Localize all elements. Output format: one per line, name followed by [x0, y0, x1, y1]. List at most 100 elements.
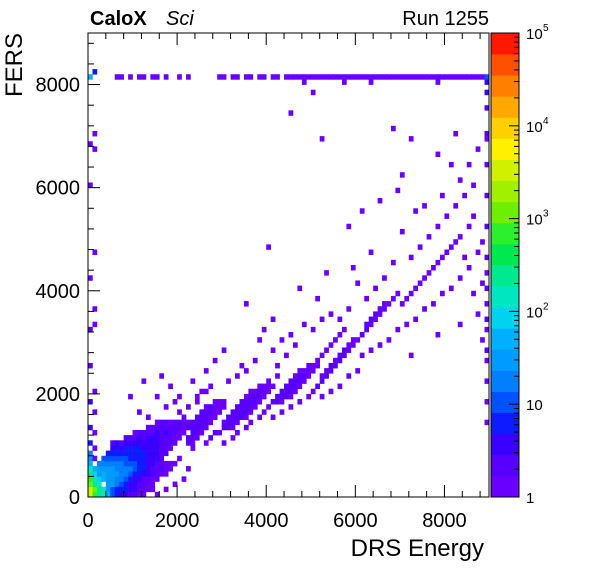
heatmap-bin [364, 74, 369, 80]
heatmap-bin [226, 419, 231, 426]
heatmap-bin [439, 254, 445, 261]
heatmap-bin [159, 471, 165, 477]
heatmap-bin [226, 378, 231, 384]
heatmap-bin [297, 74, 303, 80]
heatmap-bin [341, 74, 347, 80]
heatmap-bin [119, 440, 124, 446]
heatmap-bin [123, 455, 129, 462]
heatmap-bin [422, 306, 427, 312]
heatmap-bin [439, 290, 445, 297]
heatmap-bin [377, 306, 383, 312]
colorbar [490, 32, 520, 498]
heatmap-bin [186, 404, 191, 410]
x-tick-label: 2000 [155, 510, 200, 532]
heatmap-bin [431, 74, 436, 80]
heatmap-bin [435, 332, 441, 338]
heatmap-bin [315, 362, 320, 369]
x-tick-label: 4000 [244, 510, 289, 532]
heatmap-bin [186, 440, 191, 446]
heatmap-bin [337, 316, 343, 323]
heatmap-bin [190, 440, 196, 446]
heatmap-bin [288, 393, 294, 400]
heatmap-bin [484, 378, 490, 384]
heatmap-bin [101, 491, 107, 498]
heatmap-bin [284, 352, 289, 359]
heatmap-bin [261, 74, 267, 80]
heatmap-bin [453, 130, 459, 137]
heatmap-bin [341, 326, 347, 333]
heatmap-bin [386, 74, 392, 80]
x-axis: 0 2000 4000 6000 8000 [82, 33, 481, 532]
heatmap-bin [484, 270, 490, 276]
heatmap-bin [105, 476, 111, 482]
y-axis: 0 2000 4000 6000 8000 [36, 42, 100, 509]
heatmap-bin [208, 435, 214, 441]
heatmap-bin [484, 357, 490, 364]
heatmap-bin [337, 383, 343, 390]
heatmap-bin [484, 161, 490, 168]
heatmap-bin [101, 476, 107, 482]
heatmap-bin [448, 161, 454, 168]
heatmap-bin [114, 481, 120, 487]
heatmap-bin [484, 130, 490, 137]
heatmap-bin [150, 455, 156, 462]
heatmap-bin [435, 79, 441, 85]
colorbar-segment [491, 117, 519, 139]
heatmap-bin [426, 234, 432, 240]
colorbar-tick-exponent: 4 [543, 116, 549, 127]
heatmap-bin [141, 491, 147, 498]
heatmap-bin [279, 393, 285, 400]
heatmap-bin [96, 481, 102, 487]
heatmap-bin [235, 74, 240, 80]
heatmap-bin [466, 223, 472, 230]
heatmap-bin [462, 74, 468, 80]
heatmap-bin [181, 429, 187, 436]
heatmap-bin [88, 74, 93, 80]
heatmap-bin [88, 182, 93, 188]
heatmap-bin [484, 419, 490, 426]
heatmap-bin [230, 409, 236, 415]
heatmap-bin [194, 414, 200, 420]
heatmap-bin [243, 414, 249, 420]
heatmap-bin [257, 383, 263, 390]
heatmap-bin [105, 455, 111, 462]
heatmap-bin [319, 316, 325, 323]
heatmap-bin [390, 74, 396, 80]
heatmap-bin [154, 393, 160, 400]
heatmap-bin [159, 440, 165, 446]
heatmap-bin [172, 399, 178, 405]
heatmap-bin [119, 471, 124, 477]
heatmap-bin [123, 445, 129, 451]
heatmap-bin [382, 306, 387, 312]
heatmap-bin [123, 440, 129, 446]
heatmap-bin [324, 74, 329, 80]
heatmap-bin [270, 74, 276, 80]
heatmap-bin [377, 74, 383, 80]
heatmap-bin [154, 455, 160, 462]
heatmap-bin [141, 429, 147, 436]
heatmap-bin [181, 424, 187, 431]
heatmap-bin [110, 440, 116, 446]
heatmap-bin [96, 491, 102, 498]
heatmap-bin [154, 429, 160, 436]
heatmap-bin [132, 486, 138, 493]
heatmap-bin [239, 399, 245, 405]
heatmap-bin [128, 466, 133, 472]
heatmap-bin [88, 486, 93, 493]
heatmap-bin [194, 424, 200, 431]
heatmap-bin [431, 265, 436, 271]
heatmap-bin [128, 74, 133, 80]
heatmap-bin [163, 445, 169, 451]
colorbar-segment [491, 222, 519, 245]
colorbar-segment [491, 286, 519, 308]
heatmap-bin [132, 455, 138, 462]
heatmap-bin [288, 110, 294, 116]
heatmap-bin [266, 388, 271, 395]
heatmap-bin [123, 466, 129, 472]
heatmap-bin [261, 393, 267, 400]
heatmap-bin [275, 74, 280, 80]
heatmap-bin [243, 368, 249, 374]
heatmap-bin [159, 435, 165, 441]
heatmap-bin [172, 481, 178, 487]
heatmap-bin [137, 460, 142, 467]
